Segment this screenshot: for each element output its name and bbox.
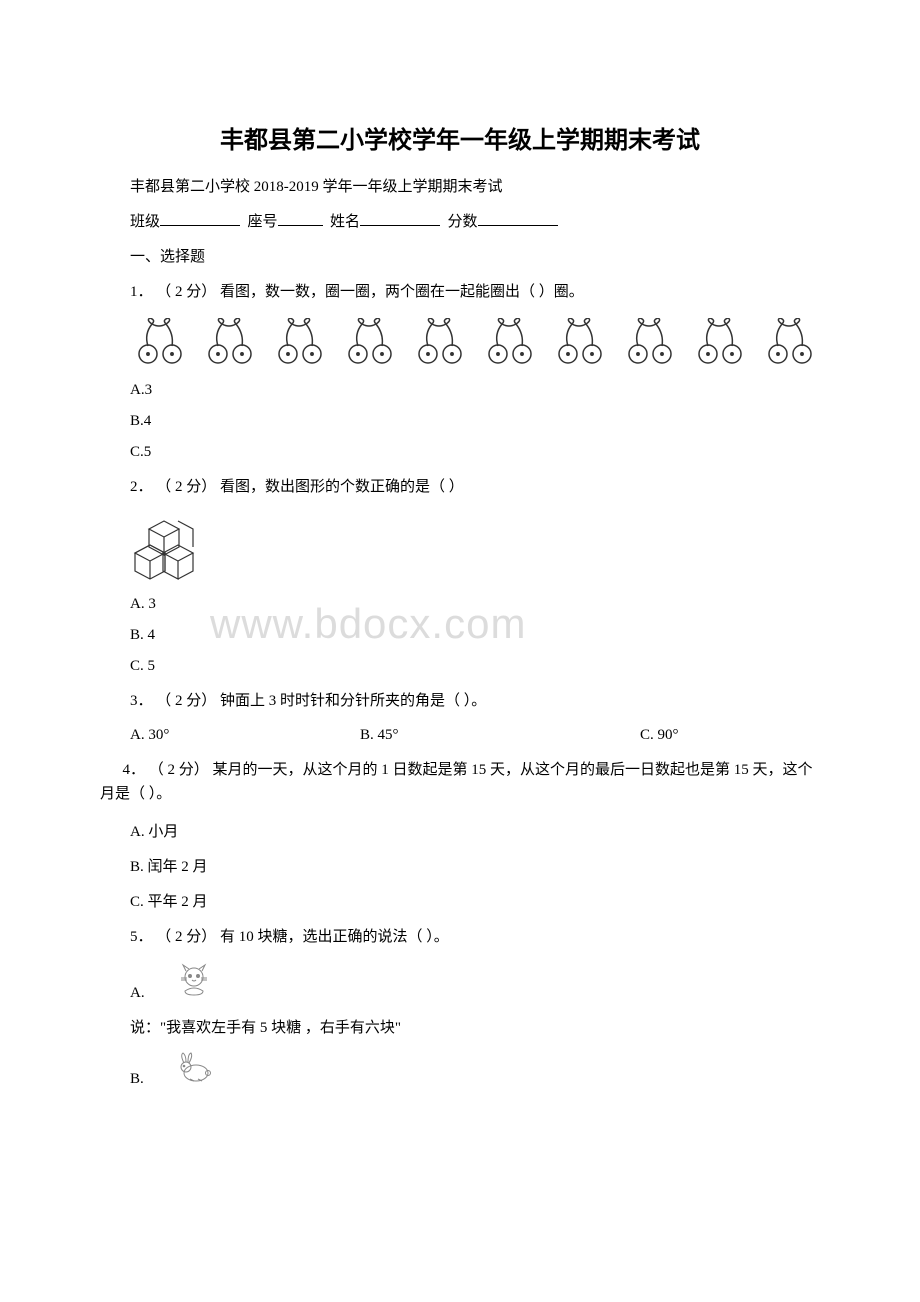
form-line: 班级 座号 姓名 分数 [100,210,820,231]
q3-option-c: C. 90° [640,727,800,744]
name-label: 姓名 [330,214,360,230]
name-blank [360,211,440,226]
class-label: 班级 [130,214,160,230]
page-title: 丰都县第二小学校学年一年级上学期期末考试 [100,120,820,155]
seat-blank [278,211,323,226]
q4-option-c: C. 平年 2 月 [100,890,820,911]
q1-option-a: A.3 [100,382,820,399]
q2-option-b: B. 4 [100,627,820,644]
seat-label: 座号 [248,214,278,230]
q5-option-b: B. [100,1051,820,1088]
section-1-header: 一、选择题 [100,245,820,266]
cat-icon [145,963,213,1002]
question-2: 2． （ 2 分） 看图，数出图形的个数正确的是（ ） [100,475,820,499]
document-content: 丰都县第二小学校学年一年级上学期期末考试 丰都县第二小学校 2018-2019 … [100,120,820,1088]
rabbit-icon [144,1051,216,1088]
q2-option-a: A. 3 [100,596,820,613]
cubes-image [130,513,820,588]
question-5: 5． （ 2 分） 有 10 块糖，选出正确的说法（ ）。 [100,925,820,949]
question-4: 4． （ 2 分） 某月的一天，从这个月的 1 日数起是第 15 天，从这个月的… [100,758,820,806]
q5-option-a: A. [100,963,820,1002]
q2-option-c: C. 5 [100,658,820,675]
q3-option-a: A. 30° [100,727,360,744]
class-blank [160,211,240,226]
q4-option-b: B. 闰年 2 月 [100,855,820,876]
q3-option-b: B. 45° [360,727,640,744]
question-3: 3． （ 2 分） 钟面上 3 时时针和分针所夹的角是（ ）。 [100,689,820,713]
cherries-image [130,318,820,368]
subtitle: 丰都县第二小学校 2018-2019 学年一年级上学期期末考试 [100,175,820,196]
score-blank [478,211,558,226]
q1-option-b: B.4 [100,413,820,430]
q5-option-a-text: 说："我喜欢左手有 5 块糖 ，右手有六块" [100,1016,820,1037]
q4-option-a: A. 小月 [100,820,820,841]
q3-options: A. 30° B. 45° C. 90° [100,727,820,744]
question-1: 1． （ 2 分） 看图，数一数，圈一圈，两个圈在一起能圈出（ ）圈。 [100,280,820,304]
q1-option-c: C.5 [100,444,820,461]
score-label: 分数 [448,214,478,230]
